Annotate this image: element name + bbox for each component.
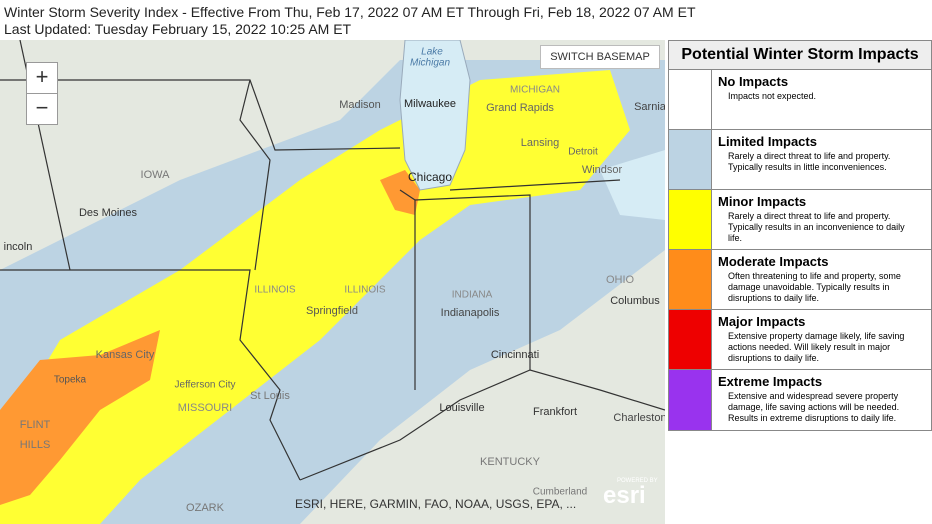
legend-description: Extensive and widespread severe property… xyxy=(728,391,900,423)
zoom-in[interactable]: + xyxy=(26,62,58,94)
place-label: Madison xyxy=(339,99,381,111)
legend-text: Limited Impacts Rarely a direct threat to… xyxy=(712,130,924,189)
legend: Potential Winter Storm Impacts No Impact… xyxy=(668,40,932,431)
place-label: Des Moines xyxy=(79,207,138,219)
zoom-out[interactable]: − xyxy=(26,93,58,125)
legend-swatch xyxy=(669,250,712,309)
legend-label: Major Impacts xyxy=(718,314,806,329)
legend-label: Moderate Impacts xyxy=(718,254,829,269)
attribution: ESRI, HERE, GARMIN, FAO, NOAA, USGS, EPA… xyxy=(295,497,576,511)
place-label: Windsor xyxy=(582,164,623,176)
legend-text: Minor Impacts Rarely a direct threat to l… xyxy=(712,190,924,249)
legend-description: Rarely a direct threat to life and prope… xyxy=(728,211,905,243)
legend-swatch xyxy=(669,70,712,129)
place-label: MISSOURI xyxy=(178,402,232,414)
switch-basemap[interactable]: SWITCH BASEMAP xyxy=(540,45,660,69)
place-label: Louisville xyxy=(439,402,484,414)
place-label: Jefferson City xyxy=(175,380,236,391)
legend-swatch xyxy=(669,190,712,249)
legend-label: No Impacts xyxy=(718,74,789,89)
place-label: St Louis xyxy=(250,390,290,402)
place-label: Kansas City xyxy=(96,349,155,361)
place-label: ILLINOIS xyxy=(254,285,295,296)
place-label: Indianapolis xyxy=(441,307,500,319)
legend-label: Extreme Impacts xyxy=(718,374,823,389)
place-label: incoln xyxy=(4,241,33,253)
place-label: Chicago xyxy=(408,170,452,184)
place-label: OZARK xyxy=(186,502,225,514)
logo: esri xyxy=(603,482,646,509)
legend-item: Major Impacts Extensive property damage l… xyxy=(669,310,931,370)
place-label: Michigan xyxy=(410,58,450,69)
place-label: Cumberland xyxy=(533,487,587,498)
place-label: FLINT xyxy=(20,419,51,431)
legend-item: Moderate Impacts Often threatening to lif… xyxy=(669,250,931,310)
place-label: Grand Rapids xyxy=(486,102,554,114)
legend-description: Often threatening to life and property, … xyxy=(728,271,901,303)
place-label: MICHIGAN xyxy=(510,85,560,96)
legend-label: Minor Impacts xyxy=(718,194,807,209)
legend-swatch xyxy=(669,370,712,430)
place-label: Milwaukee xyxy=(404,98,456,110)
place-label: Topeka xyxy=(54,375,87,386)
legend-swatch xyxy=(669,310,712,369)
legend-item: Limited Impacts Rarely a direct threat to… xyxy=(669,130,931,190)
lake xyxy=(399,40,471,191)
place-label: Frankfort xyxy=(533,406,577,418)
minor-area xyxy=(0,70,630,524)
legend-text: Moderate Impacts Often threatening to lif… xyxy=(712,250,924,309)
legend-text: No Impacts Impacts not expected. xyxy=(712,70,924,129)
legend-item: Minor Impacts Rarely a direct threat to l… xyxy=(669,190,931,250)
legend-item: Extreme Impacts Extensive and widespread … xyxy=(669,370,931,430)
place-label: IOWA xyxy=(141,169,171,181)
legend-description: Impacts not expected. xyxy=(728,91,817,101)
place-label: Detroit xyxy=(568,147,598,158)
place-label: KENTUCKY xyxy=(480,456,541,468)
updated: Last Updated: Tuesday February 15, 2022 … xyxy=(4,21,352,37)
legend-description: Rarely a direct threat to life and prope… xyxy=(728,151,891,172)
moderate-area xyxy=(0,330,160,505)
place-label: Cincinnati xyxy=(491,349,539,361)
lake xyxy=(600,150,665,220)
title: Winter Storm Severity Index - Effective … xyxy=(4,4,696,20)
place-label: OHIO xyxy=(606,274,635,286)
legend-text: Extreme Impacts Extensive and widespread … xyxy=(712,370,924,430)
borders xyxy=(0,40,665,481)
legend-description: Extensive property damage likely, life s… xyxy=(728,331,905,363)
legend-label: Limited Impacts xyxy=(718,134,817,149)
legend-title: Potential Winter Storm Impacts xyxy=(669,41,931,70)
logo-small: POWERED BY xyxy=(617,478,658,484)
place-label: Lansing xyxy=(521,137,560,149)
place-label: Lake xyxy=(421,47,443,58)
place-label: ILLINOIS xyxy=(344,285,385,296)
switch-basemap-label: SWITCH BASEMAP xyxy=(550,51,650,63)
place-label: Columbus xyxy=(610,295,660,307)
legend-item: No Impacts Impacts not expected. xyxy=(669,70,931,130)
moderate-area xyxy=(380,170,420,215)
place-label: Springfield xyxy=(306,305,358,317)
place-label: Sarnia xyxy=(634,101,665,113)
legend-swatch xyxy=(669,130,712,189)
place-label: Charleston xyxy=(613,412,665,424)
legend-text: Major Impacts Extensive property damage l… xyxy=(712,310,924,369)
place-label: INDIANA xyxy=(452,290,493,301)
place-label: HILLS xyxy=(20,439,51,451)
